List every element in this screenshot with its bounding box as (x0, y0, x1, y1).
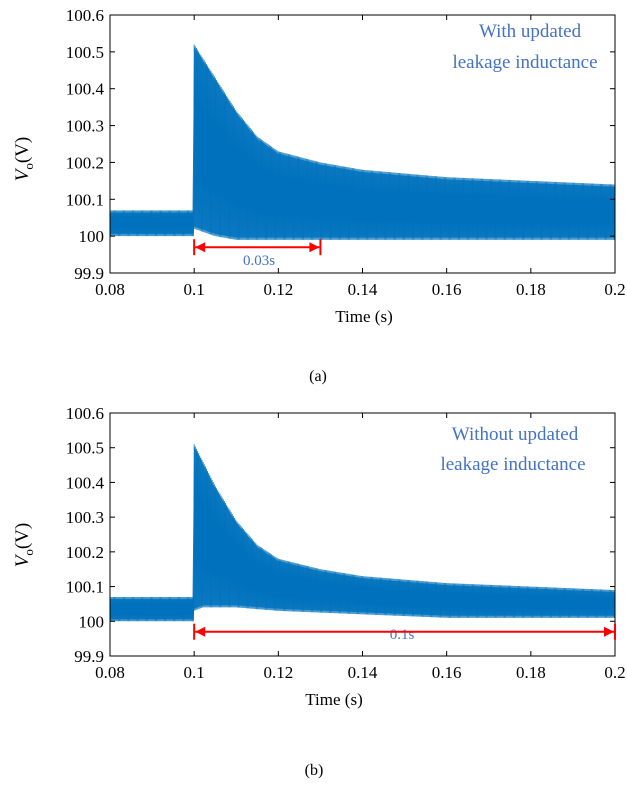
duration-arrow-head-right (604, 626, 614, 637)
y-label-unit-a: (V) (12, 137, 33, 163)
y-tick-label: 100.4 (66, 473, 105, 492)
y-axis-label-a: Vo(V) (12, 137, 36, 182)
x-tick-label: 0.14 (348, 663, 378, 682)
x-tick-label: 0.18 (516, 663, 546, 682)
chart-panel-b: 0.08 0.1 0.12 0.14 0.16 0.18 0.2 100.6 100.5 100.… (12, 404, 626, 779)
x-tick-label: 0.1 (184, 280, 205, 299)
duration-label-a: 0.03s (243, 253, 275, 269)
x-tick-label: 0.12 (263, 663, 293, 682)
x-axis-label-a: Time (s) (335, 307, 392, 326)
chart-panel-a: 0.08 0.1 0.12 0.14 0.16 0.18 0.2 100.6 100.5 100.… (12, 6, 626, 385)
duration-arrow-head-left (195, 242, 206, 253)
y-tick-label: 99.9 (74, 264, 104, 283)
x-axis-label-b: Time (s) (305, 690, 362, 709)
y-tick-label: 100.2 (66, 543, 104, 562)
signal-trace (110, 44, 615, 240)
y-tick-label: 100.6 (66, 404, 104, 423)
duration-arrow-b: 0.1s (193, 623, 616, 643)
signal-envelope (110, 446, 615, 620)
x-tick-label: 0.16 (432, 663, 462, 682)
plot-area-b (110, 444, 615, 622)
x-tick-label: 0.08 (95, 663, 125, 682)
y-label-unit-b: (V) (12, 523, 33, 549)
y-tick-label: 100.3 (66, 508, 104, 527)
signal-envelope (110, 46, 615, 238)
signal-trace (110, 444, 615, 622)
y-tick-label: 100.5 (66, 43, 104, 62)
y-tick-label: 100.5 (66, 439, 104, 458)
y-tick-label: 100.2 (66, 153, 104, 172)
y-tick-label: 99.9 (74, 647, 104, 666)
duration-arrow-a: 0.03s (193, 239, 322, 269)
annotation-line-1: With updated (479, 21, 582, 42)
y-label-subscript-b: o (21, 549, 36, 556)
duration-arrow-head-left (195, 626, 206, 637)
y-tick-label: 100 (79, 612, 105, 631)
y-tick-label: 100.6 (66, 6, 104, 25)
y-label-subscript-a: o (21, 163, 36, 170)
x-tick-label: 0.2 (604, 663, 625, 682)
y-tick-label: 100.1 (66, 190, 104, 209)
annotation-a: With updated leakage inductance (452, 21, 597, 73)
x-tick-label: 0.14 (348, 280, 378, 299)
y-label-symbol-b: V (12, 553, 33, 567)
y-label-symbol-a: V (12, 167, 33, 181)
panel-label-b: (b) (305, 762, 324, 779)
x-tick-label: 0.1 (184, 663, 205, 682)
axes-b: 0.08 0.1 0.12 0.14 0.16 0.18 0.2 100.6 100.5 100.… (66, 404, 626, 682)
x-tick-label: 0.18 (516, 280, 546, 299)
plot-area-a (110, 44, 615, 240)
y-tick-label: 100.3 (66, 117, 104, 136)
y-tick-label: 100 (79, 227, 105, 246)
y-tick-label: 100.1 (66, 578, 104, 597)
axes-a: 0.08 0.1 0.12 0.14 0.16 0.18 0.2 100.6 100.5 100.… (66, 6, 626, 299)
x-tick-label: 0.12 (263, 280, 293, 299)
duration-label-b: 0.1s (390, 627, 415, 643)
panel-label-a: (a) (309, 368, 327, 385)
annotation-line-1: Without updated (452, 424, 579, 445)
duration-arrow-head-right (309, 242, 320, 253)
x-tick-label: 0.08 (95, 280, 125, 299)
annotation-line-2: leakage inductance (452, 52, 597, 73)
x-tick-label: 0.16 (432, 280, 462, 299)
x-tick-label: 0.2 (604, 280, 625, 299)
annotation-line-2: leakage inductance (440, 454, 585, 475)
y-axis-label-b: Vo(V) (12, 523, 36, 568)
y-tick-label: 100.4 (66, 80, 105, 99)
annotation-b: Without updated leakage inductance (440, 424, 585, 475)
